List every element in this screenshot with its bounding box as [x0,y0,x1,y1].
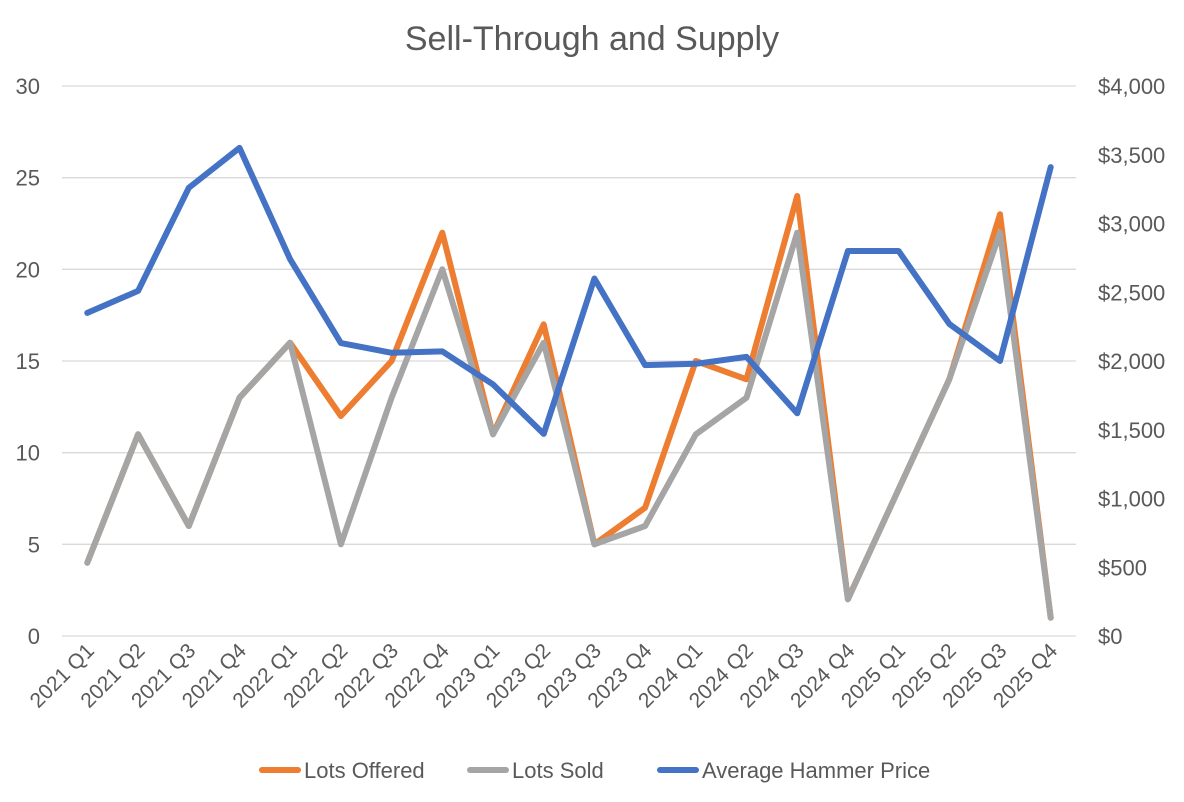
left-tick-label: 30 [16,74,40,99]
right-tick-label: $3,000 [1098,212,1165,237]
left-tick-label: 0 [28,624,40,649]
right-axis: $0 $500 $1,000 $1,500 $2,000 $2,500 $3,000 $3,5… [1098,74,1165,649]
left-axis: 0 5 10 15 20 25 30 [16,74,40,649]
right-tick-label: $3,500 [1098,143,1165,168]
legend-label: Average Hammer Price [702,758,930,783]
right-tick-label: $500 [1098,555,1147,580]
left-tick-label: 15 [16,349,40,374]
left-tick-label: 5 [28,532,40,557]
right-tick-label: $2,000 [1098,349,1165,374]
right-tick-label: $0 [1098,624,1122,649]
series-line-average-hammer-price [84,144,1054,437]
right-tick-label: $1,500 [1098,418,1165,443]
left-tick-label: 20 [16,257,40,282]
series-line-lots-sold [84,229,1054,621]
legend-label: Lots Offered [304,758,425,783]
left-tick-label: 25 [16,166,40,191]
chart-title: Sell-Through and Supply [405,20,779,58]
series-lines [84,144,1054,621]
legend: Lots Offered Lots Sold Average Hammer Pric… [259,758,930,783]
legend-label: Lots Sold [512,758,604,783]
right-tick-label: $4,000 [1098,74,1165,99]
right-tick-label: $2,500 [1098,280,1165,305]
left-tick-label: 10 [16,441,40,466]
right-tick-label: $1,000 [1098,487,1165,512]
